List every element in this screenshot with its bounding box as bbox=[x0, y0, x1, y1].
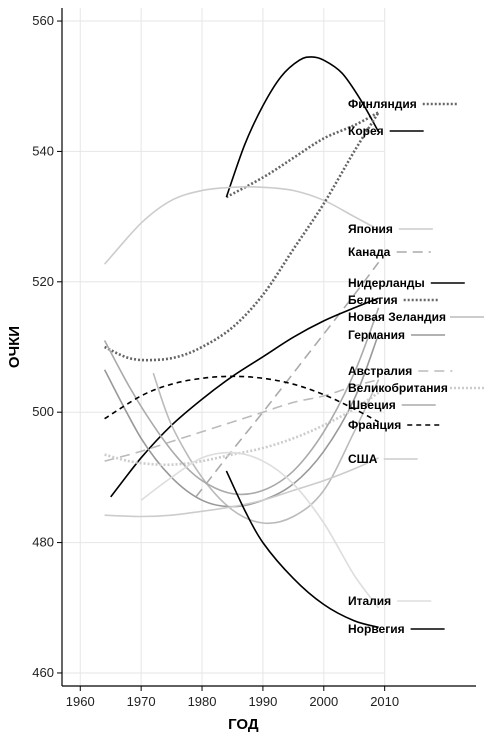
legend-label-2: Япония bbox=[348, 222, 393, 236]
x-tick-label-2: 1980 bbox=[188, 694, 217, 709]
series-line-0 bbox=[225, 111, 380, 199]
series-lines bbox=[103, 56, 380, 629]
legend-label-12: США bbox=[348, 452, 378, 466]
legend-label-8: Австралия bbox=[348, 364, 412, 378]
axes: 460 480 500 520 540 560 1960 1970 1980 1990 2000 20… bbox=[32, 8, 476, 709]
legend-label-9: Великобритания bbox=[348, 381, 448, 395]
legend-label-1: Корея bbox=[348, 124, 384, 138]
series-line-8 bbox=[104, 378, 379, 462]
y-tick-label-3: 520 bbox=[32, 274, 54, 289]
series-line-14 bbox=[225, 470, 379, 629]
y-tick-label-2: 500 bbox=[32, 404, 54, 419]
series-line-9 bbox=[104, 391, 380, 467]
x-tick-label-1: 1970 bbox=[127, 694, 156, 709]
legend-label-3: Канада bbox=[348, 245, 391, 259]
series-line-13 bbox=[140, 451, 380, 609]
legend-label-13: Италия bbox=[348, 594, 391, 608]
series-line-4 bbox=[110, 297, 379, 498]
x-axis-title: ГОД bbox=[228, 716, 259, 733]
legend-label-4: Нидерланды bbox=[348, 276, 425, 290]
legend-label-11: Франция bbox=[348, 418, 401, 432]
y-tick-label-1: 480 bbox=[32, 535, 54, 550]
grid bbox=[62, 8, 386, 686]
x-tick-label-0: 1960 bbox=[66, 694, 95, 709]
legend-label-6: Новая Зеландия bbox=[348, 310, 446, 324]
series-line-7 bbox=[103, 333, 380, 508]
series-line-10 bbox=[103, 307, 380, 496]
y-tick-label-4: 540 bbox=[32, 143, 54, 158]
legend-label-5: Бельгия bbox=[348, 293, 398, 307]
legend-label-10: Швеция bbox=[348, 398, 396, 412]
legend-label-0: Финляндия bbox=[348, 97, 417, 111]
x-tick-label-4: 2000 bbox=[309, 694, 338, 709]
x-tick-label-3: 1990 bbox=[248, 694, 277, 709]
series-line-6 bbox=[152, 372, 380, 525]
series-line-12 bbox=[104, 457, 379, 518]
y-tick-label-5: 560 bbox=[32, 13, 54, 28]
y-tick-label-0: 460 bbox=[32, 665, 54, 680]
legend: Финляндия Корея Япония Канада Нидерланды Бель… bbox=[348, 97, 484, 636]
y-axis-title: ОЧКИ bbox=[6, 326, 23, 368]
x-tick-label-5: 2010 bbox=[370, 694, 399, 709]
legend-label-7: Германия bbox=[348, 328, 405, 342]
series-line-1 bbox=[225, 56, 380, 198]
legend-label-14: Норвегия bbox=[348, 622, 405, 636]
series-line-5 bbox=[104, 111, 380, 362]
series-line-2 bbox=[104, 186, 379, 265]
series-line-3 bbox=[195, 261, 380, 498]
